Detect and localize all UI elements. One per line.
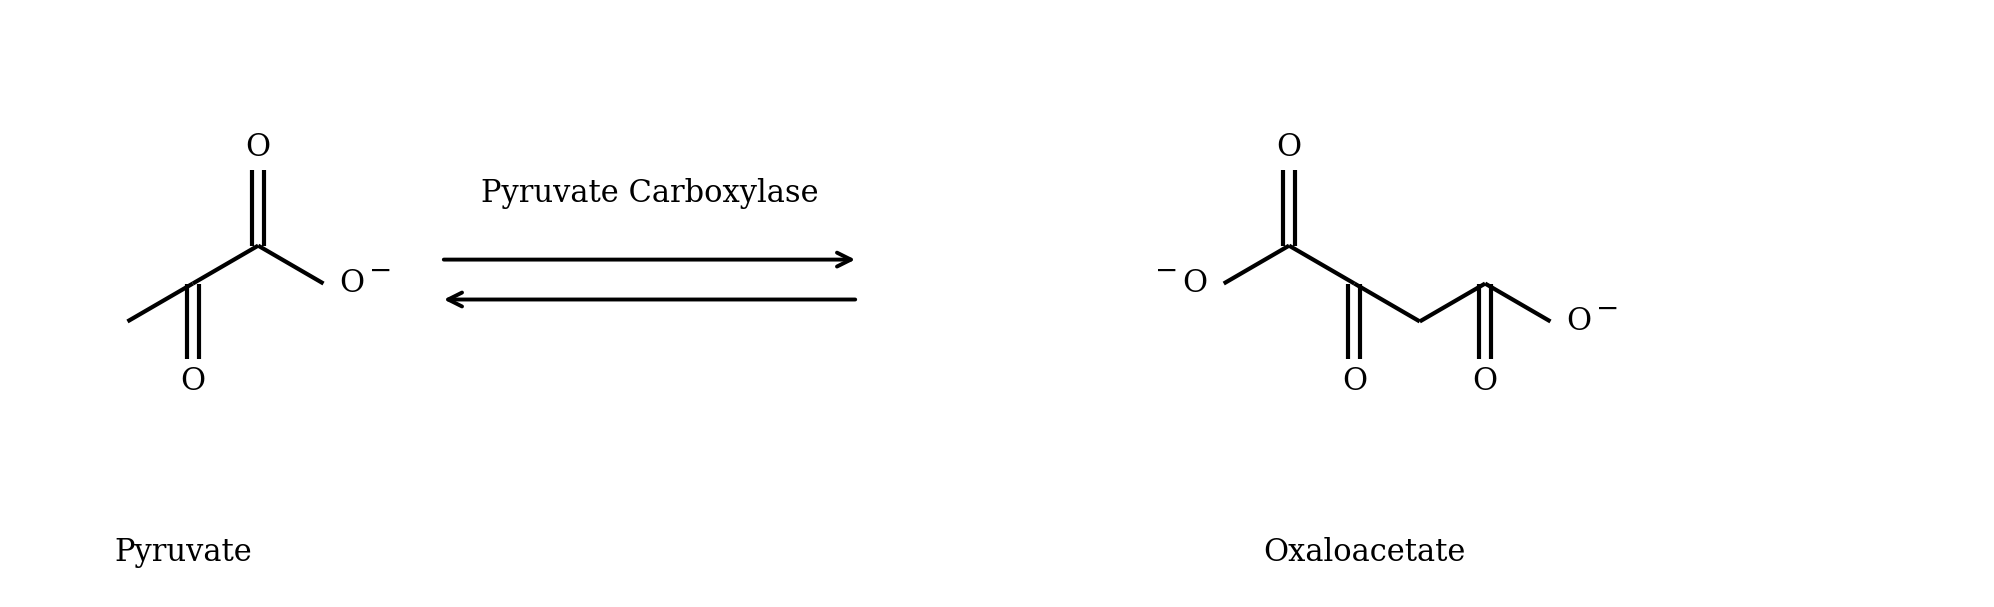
Text: O: O: [1567, 306, 1591, 337]
Text: Pyruvate: Pyruvate: [114, 537, 251, 568]
Text: O: O: [1276, 132, 1302, 163]
Text: Pyruvate Carboxylase: Pyruvate Carboxylase: [481, 178, 818, 209]
Text: O: O: [1182, 268, 1208, 299]
Text: O: O: [1472, 366, 1497, 397]
Text: O: O: [1342, 366, 1368, 397]
Text: Oxaloacetate: Oxaloacetate: [1262, 537, 1466, 568]
Text: −: −: [1595, 296, 1619, 323]
Text: −: −: [1155, 258, 1178, 285]
Text: O: O: [179, 366, 205, 397]
Text: O: O: [245, 132, 271, 163]
Text: −: −: [369, 258, 393, 285]
Text: O: O: [339, 268, 365, 299]
